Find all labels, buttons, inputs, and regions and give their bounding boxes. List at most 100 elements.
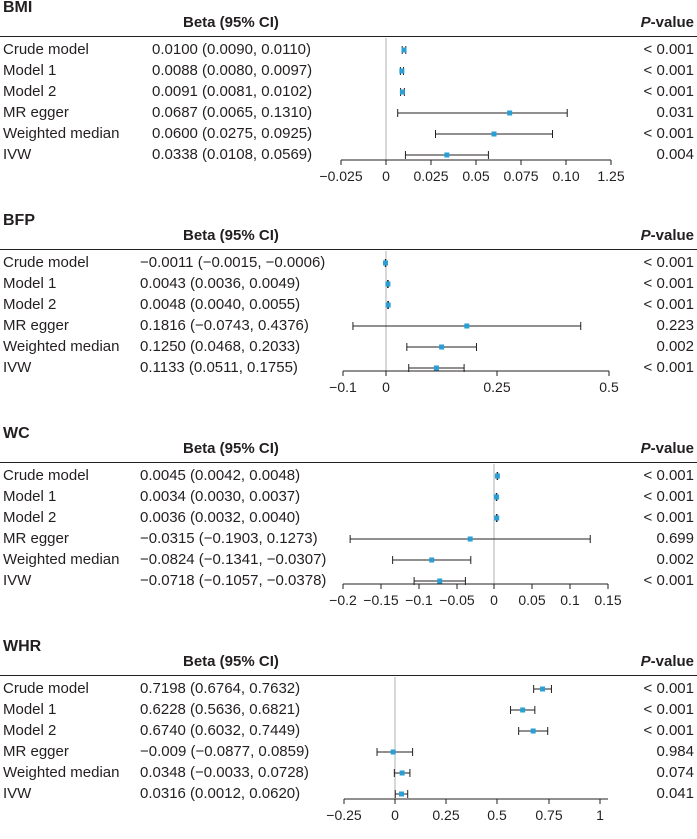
x-axis-tick-label: −0.05 — [439, 592, 475, 608]
panel-title: WC — [3, 425, 30, 442]
row-label: Crude model — [3, 254, 89, 271]
row-beta-ci: 0.0091 (0.0081, 0.0102) — [152, 83, 313, 100]
row-p-value: 0.002 — [656, 338, 694, 355]
row-label: Model 2 — [3, 722, 57, 739]
row-label: Model 1 — [3, 275, 57, 292]
row-p-value: < 0.001 — [643, 359, 694, 376]
row-label: MR egger — [3, 104, 69, 121]
row-beta-ci: −0.0824 (−0.1341, −0.0307) — [140, 551, 327, 568]
x-axis-tick-label: −0.025 — [319, 168, 362, 184]
point-estimate-marker — [494, 494, 500, 500]
forest-panel-wc: WC Beta (95% CI) P-value Crude model 0.0045 … — [0, 425, 697, 626]
x-axis-tick-label: 0.25 — [432, 807, 459, 823]
x-axis-tick-label: 0.25 — [483, 379, 510, 395]
point-estimate-marker — [444, 152, 450, 158]
point-estimate-marker — [540, 686, 546, 692]
row-p-value: 0.984 — [656, 743, 694, 760]
row-label: Crude model — [3, 41, 89, 58]
point-estimate-marker — [439, 344, 445, 350]
x-axis-tick-label: −0.1 — [405, 592, 433, 608]
point-estimate-marker — [433, 365, 439, 371]
point-estimate-marker — [530, 728, 536, 734]
row-label: IVW — [3, 785, 32, 802]
x-axis-tick-label: 1.25 — [597, 168, 624, 184]
p-value-header-rest: -value — [650, 653, 694, 670]
point-estimate-marker — [437, 578, 443, 584]
row-beta-ci: 0.0034 (0.0030, 0.0037) — [140, 488, 301, 505]
x-axis-tick-label: 0.75 — [535, 807, 562, 823]
header-rule — [0, 249, 697, 250]
point-estimate-marker — [507, 110, 513, 116]
row-beta-ci: 0.0045 (0.0042, 0.0048) — [140, 467, 301, 484]
x-axis-tick-label: 0.025 — [413, 168, 448, 184]
row-p-value: 0.041 — [656, 785, 694, 802]
p-value-header-rest: -value — [650, 227, 694, 244]
forest-plot-area: −0.25 0 0.25 0.5 0.75 1 — [326, 677, 608, 823]
point-estimate-marker — [399, 89, 405, 95]
row-label: Weighted median — [3, 125, 120, 142]
p-value-header-italic: P — [640, 14, 651, 31]
beta-ci-header: Beta (95% CI) — [183, 440, 279, 457]
row-beta-ci: 0.0600 (0.0275, 0.0925) — [152, 125, 313, 142]
x-axis-tick-label: 0 — [382, 168, 390, 184]
row-p-value: < 0.001 — [643, 467, 694, 484]
p-value-header-italic: P — [640, 440, 651, 457]
row-beta-ci: 0.0048 (0.0040, 0.0055) — [140, 296, 301, 313]
p-value-header-italic: P — [640, 653, 651, 670]
row-label: Crude model — [3, 680, 89, 697]
row-beta-ci: −0.0011 (−0.0015, −0.0006) — [140, 254, 326, 271]
forest-panel-bmi: BMI Beta (95% CI) P-value Crude model 0.0100… — [0, 0, 697, 200]
row-label: MR egger — [3, 743, 69, 760]
beta-ci-header: Beta (95% CI) — [183, 653, 279, 670]
row-p-value: 0.031 — [656, 104, 694, 121]
point-estimate-marker — [464, 323, 470, 329]
point-estimate-marker — [390, 749, 396, 755]
row-beta-ci: 0.0687 (0.0065, 0.1310) — [152, 104, 313, 121]
point-estimate-marker — [401, 47, 407, 53]
forest-panel-bfp: BFP Beta (95% CI) P-value Crude model −0.001… — [0, 212, 697, 413]
x-axis-tick-label: 0 — [490, 592, 498, 608]
point-estimate-marker — [520, 707, 526, 713]
row-label: IVW — [3, 572, 32, 589]
row-beta-ci: 0.1816 (−0.0743, 0.4376) — [140, 317, 309, 334]
row-p-value: < 0.001 — [643, 488, 694, 505]
row-beta-ci: 0.0036 (0.0032, 0.0040) — [140, 509, 301, 526]
row-beta-ci: 0.0338 (0.0108, 0.0569) — [152, 146, 313, 163]
row-beta-ci: 0.6740 (0.6032, 0.7449) — [140, 722, 301, 739]
x-axis-tick-label: 0.1 — [560, 592, 580, 608]
row-beta-ci: 0.1133 (0.0511, 0.1755) — [140, 359, 298, 376]
row-label: IVW — [3, 359, 32, 376]
row-beta-ci: 0.0316 (0.0012, 0.0620) — [140, 785, 301, 802]
p-value-header: P-value — [641, 227, 694, 244]
x-axis-tick-label: 0.5 — [599, 379, 619, 395]
point-estimate-marker — [383, 260, 389, 266]
beta-ci-header: Beta (95% CI) — [183, 14, 279, 31]
x-axis-tick-label: 0.075 — [503, 168, 538, 184]
panel-title: BMI — [3, 0, 33, 16]
row-beta-ci: 0.0348 (−0.0033, 0.0728) — [140, 764, 309, 781]
row-p-value: < 0.001 — [643, 701, 694, 718]
row-label: Weighted median — [3, 338, 120, 355]
row-label: Model 2 — [3, 83, 57, 100]
row-label: Weighted median — [3, 764, 120, 781]
forest-panel-whr: WHR Beta (95% CI) P-value Crude model 0.7198… — [0, 638, 697, 839]
row-beta-ci: 0.0043 (0.0036, 0.0049) — [140, 275, 301, 292]
row-label: MR egger — [3, 317, 69, 334]
row-label: Model 1 — [3, 488, 57, 505]
point-estimate-marker — [429, 557, 435, 563]
row-p-value: < 0.001 — [643, 275, 694, 292]
point-estimate-marker — [398, 791, 404, 797]
row-label: IVW — [3, 146, 32, 163]
x-axis-tick-label: 0.10 — [552, 168, 579, 184]
x-axis-tick-label: −0.1 — [329, 379, 357, 395]
row-beta-ci: −0.0315 (−0.1903, 0.1273) — [140, 530, 318, 547]
row-beta-ci: −0.0718 (−0.1057, −0.0378) — [140, 572, 327, 589]
x-axis-tick-label: 0.05 — [462, 168, 489, 184]
row-p-value: < 0.001 — [643, 125, 694, 142]
x-axis-tick-label: 0 — [391, 807, 399, 823]
row-p-value: 0.699 — [656, 530, 694, 547]
point-estimate-marker — [399, 770, 405, 776]
row-p-value: 0.004 — [656, 146, 694, 163]
point-estimate-marker — [385, 281, 391, 287]
p-value-header-italic: P — [640, 227, 651, 244]
